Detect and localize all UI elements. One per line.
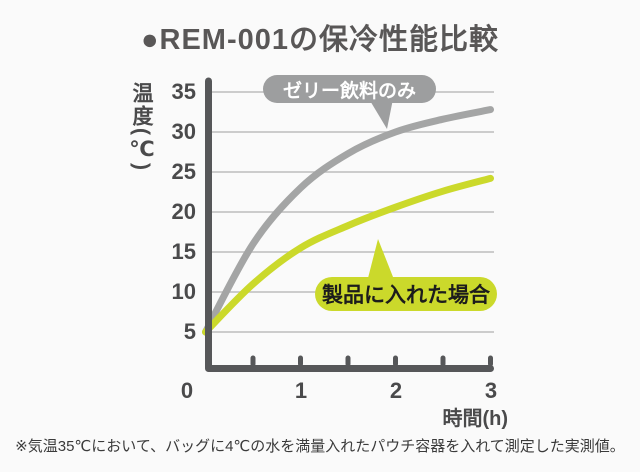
x-tick-1: 1 — [294, 378, 308, 403]
data-curves — [202, 106, 494, 336]
y-axis-label: 温度(℃) — [130, 82, 153, 172]
green-bubble-tail — [367, 239, 395, 282]
y-tick-15: 15 — [171, 239, 196, 264]
legend-label-jelly-only: ゼリー飲料のみ — [282, 80, 416, 102]
curve-in-product — [202, 174, 494, 336]
y-tick-35: 35 — [171, 79, 196, 104]
measurement-footnote: ※気温35℃において、バッグに4℃の水を満量入れたパウチ容器を入れて測定した実測… — [15, 438, 625, 455]
legend-bubble-jelly-only: ゼリー飲料のみ — [263, 75, 436, 103]
x-tick-2: 2 — [389, 378, 403, 403]
curve-jelly-only — [202, 106, 494, 336]
page-title: ●REM-001の保冷性能比較 — [140, 24, 499, 56]
axis-lines — [205, 77, 494, 372]
y-tick-10: 10 — [171, 279, 196, 304]
y-tick-30: 30 — [171, 119, 196, 144]
x-axis-minor-ticks — [250, 355, 493, 367]
legend-label-in-product: 製品に入れた場合 — [322, 284, 490, 307]
y-tick-5: 5 — [183, 319, 196, 344]
x-tick-3: 3 — [484, 378, 498, 403]
x-tick-0: 0 — [180, 378, 194, 403]
x-axis-label: 時間(h) — [442, 408, 508, 430]
y-tick-20: 20 — [171, 199, 196, 224]
y-tick-25: 25 — [171, 159, 196, 184]
legend-bubble-in-product: 製品に入れた場合 — [315, 277, 497, 311]
